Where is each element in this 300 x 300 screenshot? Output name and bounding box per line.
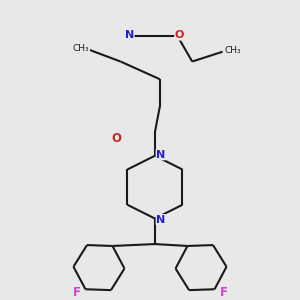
Text: F: F (219, 286, 227, 299)
Text: CH₃: CH₃ (224, 46, 241, 55)
Text: O: O (112, 132, 122, 145)
Text: F: F (73, 286, 81, 299)
Text: O: O (175, 30, 184, 40)
Text: N: N (156, 150, 165, 160)
Text: N: N (125, 30, 134, 40)
Text: CH₃: CH₃ (73, 44, 90, 53)
Text: N: N (156, 214, 165, 224)
